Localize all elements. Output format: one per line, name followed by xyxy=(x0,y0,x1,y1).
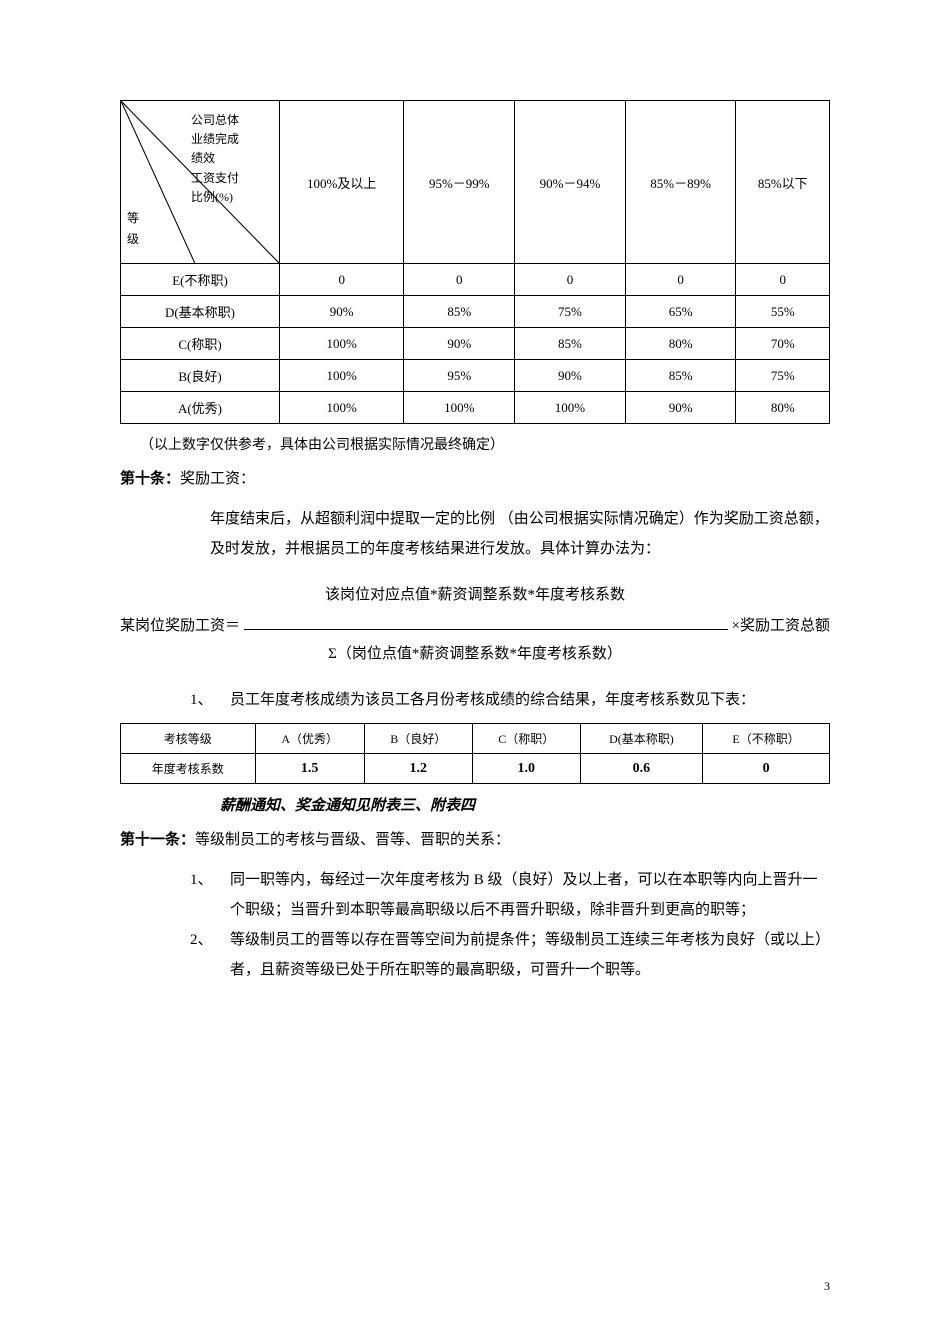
annual-coefficient-table: 考核等级 A（优秀） B（良好） C（称职） D(基本称职) E（不称职） 年度… xyxy=(120,723,830,784)
col-header: 90%－94% xyxy=(515,101,626,264)
article-10-header: 第十条：奖励工资： xyxy=(120,464,830,494)
t2-header: A（优秀） xyxy=(255,724,364,754)
formula-fraction-line xyxy=(244,619,728,630)
table-row: A(优秀) 100% 100% 100% 90% 80% xyxy=(121,392,830,424)
formula-denominator: Σ（岗位点值*薪资调整系数*年度考核系数） xyxy=(120,639,830,669)
page-number: 3 xyxy=(824,1279,830,1294)
formula-left: 某岗位奖励工资＝ xyxy=(120,614,240,635)
table1-note: （以上数字仅供参考，具体由公司根据实际情况最终确定） xyxy=(140,434,830,454)
attachment-note: 薪酬通知、奖金通知见附表三、附表四 xyxy=(220,794,830,815)
formula-numerator: 该岗位对应点值*薪资调整系数*年度考核系数 xyxy=(120,580,830,610)
t2-header: 考核等级 xyxy=(121,724,256,754)
t2-header: C（称职） xyxy=(472,724,580,754)
col-header: 100%及以上 xyxy=(280,101,404,264)
article-11-item-1: 1、 同一职等内，每经过一次年度考核为 B 级（良好）及以上者，可以在本职等内向… xyxy=(190,865,830,925)
diagonal-header-cell: 公司总体 业绩完成 绩效 工资支付 比例(%) 等 级 xyxy=(121,101,280,264)
diag-bottom-text: 等 级 xyxy=(127,208,139,251)
col-header: 95%－99% xyxy=(404,101,515,264)
performance-pay-table: 公司总体 业绩完成 绩效 工资支付 比例(%) 等 级 100%及以上 95%－… xyxy=(120,100,830,424)
article-10-paragraph: 年度结束后，从超额利润中提取一定的比例 （由公司根据实际情况确定）作为奖励工资总… xyxy=(210,504,830,564)
formula-right: ×奖励工资总额 xyxy=(732,614,830,635)
article-10-item-1: 1、 员工年度考核成绩为该员工各月份考核成绩的综合结果，年度考核系数见下表： xyxy=(190,685,830,715)
table-row: E(不称职) 0 0 0 0 0 xyxy=(121,264,830,296)
t2-header: B（良好） xyxy=(364,724,472,754)
col-header: 85%－89% xyxy=(625,101,736,264)
article-11-header: 第十一条：等级制员工的考核与晋级、晋等、晋职的关系： xyxy=(120,825,830,855)
article-10-title: 第十条： xyxy=(120,471,180,487)
t2-header: D(基本称职) xyxy=(580,724,702,754)
formula-block: 该岗位对应点值*薪资调整系数*年度考核系数 某岗位奖励工资＝ ×奖励工资总额 Σ… xyxy=(120,580,830,669)
article-11-item-2: 2、 等级制员工的晋等以存在晋等空间为前提条件；等级制员工连续三年考核为良好（或… xyxy=(190,925,830,985)
table-row: C(称职) 100% 90% 85% 80% 70% xyxy=(121,328,830,360)
article-11-title: 第十一条： xyxy=(120,832,195,848)
diag-top-text: 公司总体 业绩完成 绩效 工资支付 比例(%) xyxy=(191,111,271,207)
t2-header: E（不称职） xyxy=(703,724,830,754)
table-row: D(基本称职) 90% 85% 75% 65% 55% xyxy=(121,296,830,328)
col-header: 85%以下 xyxy=(736,101,830,264)
table-row: 年度考核系数 1.5 1.2 1.0 0.6 0 xyxy=(121,754,830,784)
table-row: B(良好) 100% 95% 90% 85% 75% xyxy=(121,360,830,392)
